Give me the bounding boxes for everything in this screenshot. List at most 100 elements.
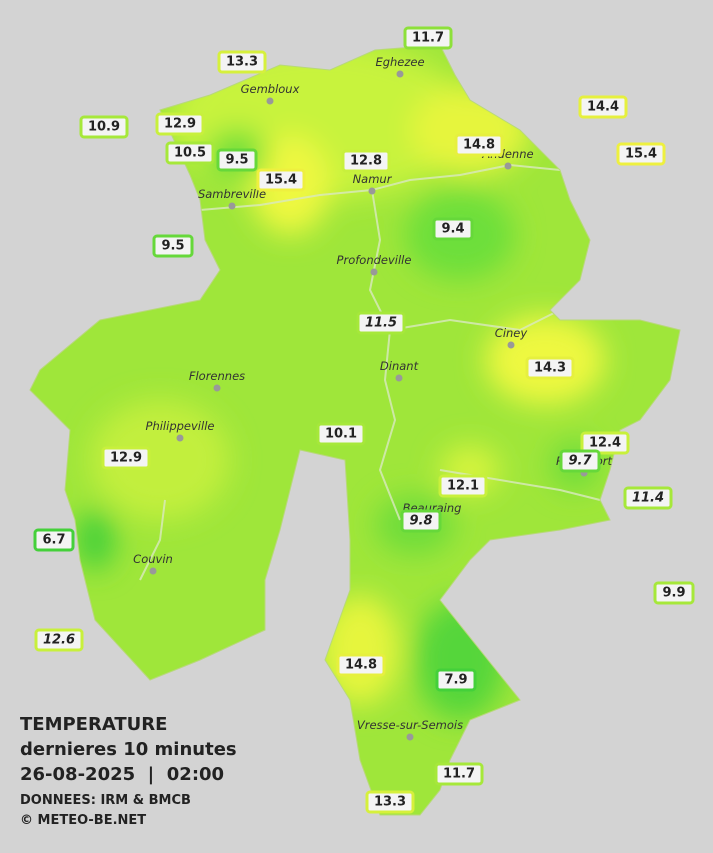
station-box xyxy=(341,149,391,173)
legend-datetime: 26-08-2025 | 02:00 xyxy=(20,764,224,785)
station-value: 12.6 xyxy=(43,633,75,648)
place-name: Ciney xyxy=(495,326,528,340)
station-box xyxy=(578,95,628,119)
station: 14.3 xyxy=(525,356,575,380)
place-dot xyxy=(368,187,376,195)
stations: 11.7 13.3 14.4 10.9 12.9 14.8 10.5 9.5 12.8 15.4 1… xyxy=(33,26,695,814)
station-value: 13.3 xyxy=(374,795,406,810)
place-name: Namur xyxy=(353,172,393,186)
station-box xyxy=(316,422,366,446)
station-value: 9.8 xyxy=(409,514,432,529)
station-value: 9.5 xyxy=(225,153,248,168)
station-value: 15.4 xyxy=(625,147,657,162)
station: 7.9 xyxy=(435,668,477,692)
legend-title: TEMPERATURE xyxy=(20,714,167,735)
station-value: 10.9 xyxy=(88,120,120,135)
place-dot xyxy=(228,202,236,210)
station-box xyxy=(559,449,601,473)
station-box xyxy=(435,668,477,692)
place-name: Gembloux xyxy=(241,82,300,96)
station-value: 14.4 xyxy=(587,100,619,115)
place-dot xyxy=(507,341,515,349)
station: 9.5 xyxy=(152,234,194,258)
place-dot xyxy=(213,384,221,392)
station-box xyxy=(256,168,306,192)
station-box xyxy=(525,356,575,380)
station: 13.3 xyxy=(365,790,415,814)
station-value: 12.9 xyxy=(110,451,142,466)
station-value: 14.8 xyxy=(463,138,495,153)
place-name: Sambreville xyxy=(198,187,266,201)
place-name: Profondeville xyxy=(337,253,412,267)
place-dot xyxy=(504,162,512,170)
station: 10.5 xyxy=(165,141,215,165)
station: 11.7 xyxy=(403,26,453,50)
station-value: 14.8 xyxy=(345,658,377,673)
station-box xyxy=(365,790,415,814)
station-value: 12.4 xyxy=(589,436,621,451)
station: 11.5 xyxy=(356,311,406,335)
station: 9.9 xyxy=(653,581,695,605)
station: 11.4 xyxy=(623,486,673,510)
station-value: 11.7 xyxy=(443,767,475,782)
station-value: 6.7 xyxy=(42,533,65,548)
station-box xyxy=(432,217,474,241)
station-value: 13.3 xyxy=(226,55,258,70)
place-name: Philippeville xyxy=(146,419,215,433)
legend: TEMPERATURE dernieres 10 minutes 26-08-2… xyxy=(20,714,237,828)
station: 12.4 xyxy=(580,431,630,455)
place-dot xyxy=(149,567,157,575)
place-name: Florennes xyxy=(189,369,245,383)
place-dot xyxy=(176,434,184,442)
station: 12.6 xyxy=(34,628,84,652)
station: 9.7 xyxy=(559,449,601,473)
station-value: 15.4 xyxy=(265,173,297,188)
station-box xyxy=(356,311,406,335)
station-box xyxy=(434,762,484,786)
station-box xyxy=(580,431,630,455)
legend-subtitle: dernieres 10 minutes xyxy=(20,739,237,760)
station-value: 12.9 xyxy=(164,117,196,132)
place-dot xyxy=(370,268,378,276)
station-box xyxy=(217,50,267,74)
station-box xyxy=(33,528,75,552)
place-name: Dinant xyxy=(380,359,419,373)
legend-source: DONNEES: IRM & BMCB xyxy=(20,793,191,808)
station-box xyxy=(101,446,151,470)
place-dot xyxy=(396,70,404,78)
station-box xyxy=(336,653,386,677)
station-value: 9.5 xyxy=(161,239,184,254)
place-dot xyxy=(266,97,274,105)
station-value: 11.4 xyxy=(632,491,664,506)
station-value: 9.9 xyxy=(662,586,685,601)
station: 6.7 xyxy=(33,528,75,552)
station-value: 12.1 xyxy=(447,479,479,494)
station: 14.4 xyxy=(578,95,628,119)
station-box xyxy=(653,581,695,605)
station-value: 10.1 xyxy=(325,427,357,442)
station: 11.7 xyxy=(434,762,484,786)
place-dot xyxy=(395,374,403,382)
station-box xyxy=(438,474,488,498)
station: 12.1 xyxy=(438,474,488,498)
station: 10.1 xyxy=(316,422,366,446)
station-box xyxy=(403,26,453,50)
station: 12.9 xyxy=(155,112,205,136)
legend-copyright: © METEO-BE.NET xyxy=(20,813,146,828)
station: 14.8 xyxy=(454,133,504,157)
station-value: 12.8 xyxy=(350,154,382,169)
station-value: 7.9 xyxy=(444,673,467,688)
station: 10.9 xyxy=(79,115,129,139)
station-value: 10.5 xyxy=(174,146,206,161)
station: 12.9 xyxy=(101,446,151,470)
station-box xyxy=(454,133,504,157)
place-name: Couvin xyxy=(133,552,173,566)
station-value: 14.3 xyxy=(534,361,566,376)
station-box xyxy=(216,148,258,172)
station-value: 9.7 xyxy=(568,454,592,469)
place-name: Eghezee xyxy=(375,55,424,69)
station-box xyxy=(616,142,666,166)
station: 15.4 xyxy=(256,168,306,192)
station: 13.3 xyxy=(217,50,267,74)
